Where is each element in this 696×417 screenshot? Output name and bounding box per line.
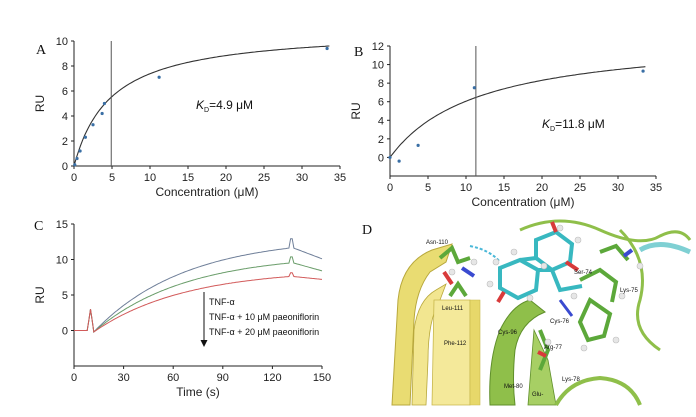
x-tick-label: 15 [182,172,194,184]
data-point [102,101,106,106]
kd-annotation: KD=4.9 μM [196,98,253,114]
fit-curve [73,45,330,167]
chart-b: 0 5 10 15 20 25 30 35 0 2 4 6 8 10 12 Concentration (μM… [349,41,662,209]
series-line [74,272,323,333]
y-tick-label: 8 [378,78,384,90]
chart-c: 0 30 60 90 120 150 0 5 10 15 Time (s) RU TNF-α TNF-α … [33,219,331,399]
data-point [83,135,87,139]
y-tick-label: 6 [62,86,68,98]
x-tick-label: 5 [425,182,431,194]
x-tick-label: 25 [258,172,270,184]
x-tick-label: 25 [574,182,586,194]
fit-curve [389,66,646,158]
y-tick-label: 2 [378,134,384,146]
x-tick-label: 15 [498,182,510,194]
kd-subscript: D [204,107,209,114]
legend-entry: TNF-α + 20 μM paeoniflorin [209,327,319,337]
x-tick-label: 30 [117,372,129,384]
x-tick-label: 35 [334,172,346,184]
x-tick-label: 5 [109,172,115,184]
legend-entry: TNF-α + 10 μM paeoniflorin [209,312,319,322]
y-axis-label: RU [33,286,47,303]
x-axis-label: Time (s) [176,385,220,399]
data-point [416,143,420,147]
kd-subscript: D [550,126,555,133]
x-tick-label: 20 [536,182,548,194]
y-tick-label: 8 [62,61,68,73]
y-tick-label: 10 [56,36,68,48]
y-tick-label: 2 [62,136,68,148]
x-tick-label: 120 [263,372,281,384]
x-axis-label: Concentration (μM) [156,185,259,199]
x-tick-label: 30 [612,182,624,194]
y-axis-label: RU [349,102,363,119]
residue-label: Met-80 [504,384,523,390]
x-tick-label: 35 [650,182,662,194]
kd-symbol: K [542,117,551,131]
x-tick-label: 10 [144,172,156,184]
data-point [75,156,79,161]
x-axis-label: Concentration (μM) [472,195,575,209]
y-tick-label: 0 [62,326,68,338]
y-tick-label: 6 [378,97,384,109]
residue-label: Arg-77 [544,345,563,351]
panel-label-d: D [362,223,372,238]
y-tick-label: 4 [378,115,384,127]
x-tick-label: 0 [387,182,393,194]
residue-label: Asn-110 [426,240,449,246]
y-tick-label: 10 [372,60,384,72]
residue-label: Ser-74 [574,270,593,276]
residue-label: Glu- [532,392,543,398]
data-point [397,159,401,163]
docking-structure-image: Asn-110 Ser-74 Lys-75 Leu-111 Cys-96 Cys… [380,212,692,412]
series-line [74,256,323,333]
data-point [78,149,82,153]
residue-label: Leu-111 [442,306,464,312]
panel-label-a: A [36,43,47,58]
data-point [157,75,161,79]
kd-value: =4.9 μM [209,98,253,112]
y-tick-label: 0 [62,161,68,173]
panel-label-b: B [354,45,363,60]
y-axis-label: RU [33,95,47,112]
x-tick-label: 30 [296,172,308,184]
data-point [472,86,476,90]
residue-label: Lys-75 [620,288,638,294]
legend-entry: TNF-α [209,297,235,307]
data-point [388,155,392,160]
kd-value: =11.8 μM [555,117,605,131]
residue-label: Phe-112 [444,341,467,347]
x-tick-label: 0 [71,372,77,384]
data-point [100,111,104,116]
y-tick-label: 0 [378,152,384,164]
y-tick-label: 12 [372,41,384,53]
x-tick-label: 60 [167,372,179,384]
series-line [74,238,323,333]
legend-arrowhead [200,340,208,347]
residue-label: Cys-96 [498,330,518,336]
x-tick-label: 90 [217,372,229,384]
data-point [91,123,95,127]
data-point [325,46,329,51]
y-tick-label: 5 [62,290,68,302]
x-tick-label: 10 [460,182,472,194]
residue-label: Lys-78 [562,377,580,383]
x-tick-label: 150 [313,372,331,384]
y-tick-label: 15 [56,219,68,231]
kd-annotation: KD=11.8 μM [542,117,605,133]
panel-label-c: C [34,219,43,234]
kd-symbol: K [196,98,205,112]
x-tick-label: 20 [220,172,232,184]
data-point [641,69,645,73]
residue-label: Cys-76 [550,319,570,325]
x-tick-label: 0 [71,172,77,184]
data-point [73,163,77,167]
y-tick-label: 4 [62,111,68,123]
y-tick-label: 10 [56,255,68,267]
